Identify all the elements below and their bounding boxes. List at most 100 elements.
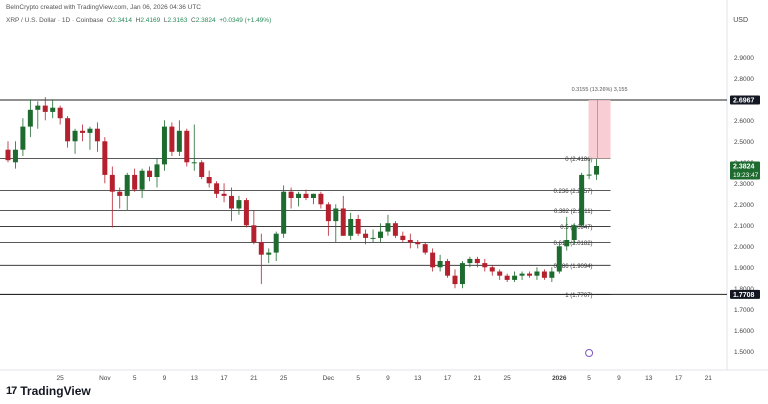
candle-body <box>57 107 63 119</box>
tradingview-brand[interactable]: 17 TradingView <box>6 384 91 398</box>
candle-body <box>385 223 391 232</box>
x-tick-label: 13 <box>645 375 653 382</box>
candle-body <box>221 193 227 196</box>
candle <box>266 248 272 264</box>
candle <box>27 99 33 138</box>
candle-body <box>94 128 100 142</box>
candle-body <box>191 162 197 164</box>
candle-body <box>236 200 242 209</box>
price-badge-value: 2.6967 <box>733 97 755 104</box>
y-tick-label: 2.1000 <box>734 223 754 230</box>
candle-body <box>147 170 153 177</box>
tradingview-logo-icon: 17 <box>6 385 17 397</box>
candle-body <box>504 275 510 280</box>
x-tick-label: 9 <box>386 375 390 382</box>
candle <box>571 223 577 245</box>
candle <box>422 242 428 255</box>
candle-body <box>303 193 309 198</box>
event-marker-icon <box>585 349 594 357</box>
y-tick-label: 2.8000 <box>734 76 754 83</box>
candle-body <box>482 263 488 268</box>
high-label: H <box>135 17 141 24</box>
candle <box>72 128 78 154</box>
candle-body <box>407 240 413 243</box>
projection-box <box>588 99 611 159</box>
x-tick-label: 13 <box>414 375 422 382</box>
candle-body <box>5 149 11 161</box>
open-value: 2.3414 <box>112 17 132 24</box>
x-tick-label: 9 <box>163 375 167 382</box>
candle-body <box>586 174 592 176</box>
fib-level-label: 0.236 (2.2657) <box>554 189 593 195</box>
candle <box>430 248 436 272</box>
candle-body <box>370 237 376 239</box>
low-value: 2.3163 <box>167 17 188 24</box>
candle <box>407 233 413 249</box>
candle-body <box>519 273 525 276</box>
x-tick-label: Dec <box>323 375 335 382</box>
candle-body <box>392 223 398 236</box>
symbol-ohlc-line: XRP / U.S. Dollar · 1D · Coinbase O2.341… <box>6 17 271 24</box>
candle-body <box>474 258 480 264</box>
candle <box>176 120 182 156</box>
x-tick-label: 5 <box>133 375 137 382</box>
candle <box>512 271 518 282</box>
candle-body <box>541 271 547 278</box>
candle-body <box>132 174 138 190</box>
change-value: +0.0349 (+1.49%) <box>219 17 272 24</box>
candle-body <box>35 105 41 110</box>
candle <box>325 202 331 236</box>
x-tick-label: 13 <box>191 375 199 382</box>
candle-body <box>400 235 406 240</box>
candle-body <box>154 164 160 177</box>
y-tick-label: 2.6000 <box>734 118 754 125</box>
candle <box>310 193 316 205</box>
x-tick-label: 5 <box>356 375 360 382</box>
currency-label: USD <box>733 17 748 24</box>
candle <box>20 118 26 156</box>
candle-body <box>80 130 85 133</box>
candle <box>288 187 294 209</box>
candle <box>154 158 160 188</box>
candle-body <box>27 109 33 127</box>
x-tick-label: 21 <box>705 375 713 382</box>
candle-body <box>512 275 518 280</box>
x-tick-label: 21 <box>250 375 258 382</box>
candle-body <box>251 225 257 243</box>
candle <box>370 229 376 243</box>
candle <box>579 172 585 228</box>
candle-body <box>534 271 540 276</box>
candle <box>385 214 391 236</box>
y-tick-label: 1.5000 <box>734 349 754 356</box>
candle-body <box>422 244 428 253</box>
candle <box>12 141 18 169</box>
candle-body <box>12 149 18 163</box>
candle-body <box>199 162 205 177</box>
candle-body <box>109 174 115 192</box>
candle <box>243 198 249 228</box>
candle-body <box>20 126 26 150</box>
candle-body <box>445 261 451 276</box>
x-tick-label: 25 <box>504 375 512 382</box>
candle <box>459 261 465 289</box>
candle <box>504 273 510 282</box>
y-tick-label: 2.5000 <box>734 139 754 146</box>
candle <box>541 269 547 280</box>
candle <box>147 166 153 182</box>
price-badge-value: 2.3824 <box>733 163 755 170</box>
candle <box>132 168 138 192</box>
y-tick-label: 1.7000 <box>734 307 754 314</box>
candle-body <box>214 183 220 194</box>
candle-body <box>258 242 264 255</box>
candle <box>102 137 108 184</box>
candle-body <box>161 126 167 165</box>
candle <box>392 221 398 238</box>
candle-body <box>176 130 182 152</box>
candle-body <box>527 273 532 276</box>
projection-label: 0.3155 (13.26%) 3,155 <box>572 87 628 93</box>
candle-body <box>497 271 503 276</box>
candle <box>489 265 495 276</box>
candle <box>80 124 85 142</box>
candle-body <box>348 219 354 236</box>
